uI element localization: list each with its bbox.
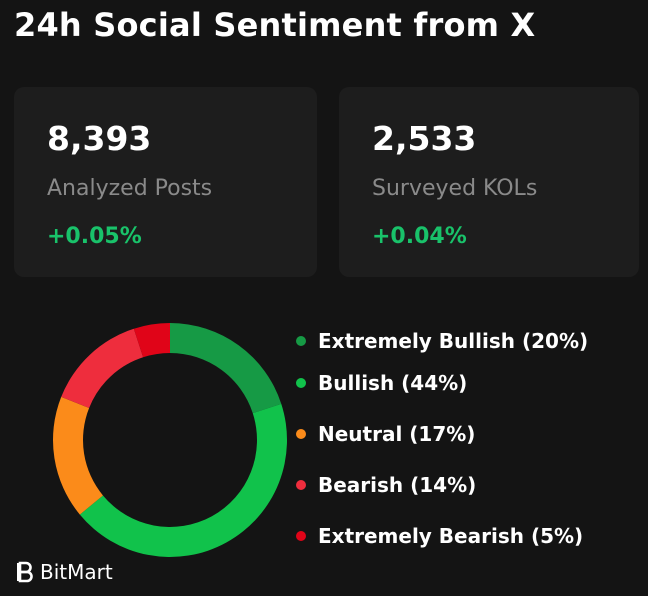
analyzed-posts-card: 8,393 Analyzed Posts +0.05% xyxy=(14,87,317,277)
legend-item-extremely-bullish: Extremely Bullish (20%) xyxy=(296,325,588,357)
legend-item-neutral: Neutral (17%) xyxy=(296,408,588,459)
legend-item-bearish: Bearish (14%) xyxy=(296,459,588,510)
surveyed-kols-label: Surveyed KOLs xyxy=(372,176,538,201)
surveyed-kols-card: 2,533 Surveyed KOLs +0.04% xyxy=(339,87,639,277)
legend-dot-bullish xyxy=(296,377,306,388)
analyzed-posts-value: 8,393 xyxy=(47,119,152,158)
page-title: 24h Social Sentiment from X xyxy=(14,6,536,44)
legend-item-bullish: Bullish (44%) xyxy=(296,357,588,408)
donut-slice-extremely-bearish xyxy=(133,323,170,358)
bitmart-logo-icon xyxy=(17,561,33,583)
sentiment-donut-chart xyxy=(53,323,287,558)
donut-slice-bearish xyxy=(61,328,144,408)
surveyed-kols-change: +0.04% xyxy=(372,224,467,249)
legend-dot-extremely-bullish xyxy=(296,336,306,346)
analyzed-posts-change: +0.05% xyxy=(47,224,142,249)
legend-label-extremely-bullish: Extremely Bullish (20%) xyxy=(318,329,589,353)
legend-label-bullish: Bullish (44%) xyxy=(318,370,468,395)
donut-slice-extremely-bullish xyxy=(170,323,282,414)
surveyed-kols-value: 2,533 xyxy=(372,119,477,158)
brand-logo: BitMart xyxy=(14,560,113,584)
legend-item-extremely-bearish: Extremely Bearish (5%) xyxy=(296,510,588,561)
legend-dot-bearish xyxy=(296,479,306,490)
legend-label-bearish: Bearish (14%) xyxy=(318,472,477,497)
sentiment-legend: Extremely Bullish (20%) Bullish (44%) Neut… xyxy=(296,325,588,561)
legend-label-neutral: Neutral (17%) xyxy=(318,421,476,446)
analyzed-posts-label: Analyzed Posts xyxy=(47,176,213,201)
donut-slice-bullish xyxy=(79,403,287,558)
legend-label-extremely-bearish: Extremely Bearish (5%) xyxy=(318,523,584,548)
donut-slice-neutral xyxy=(53,396,103,515)
legend-dot-neutral xyxy=(296,428,306,439)
legend-dot-extremely-bearish xyxy=(296,530,306,541)
brand-name: BitMart xyxy=(40,560,113,584)
